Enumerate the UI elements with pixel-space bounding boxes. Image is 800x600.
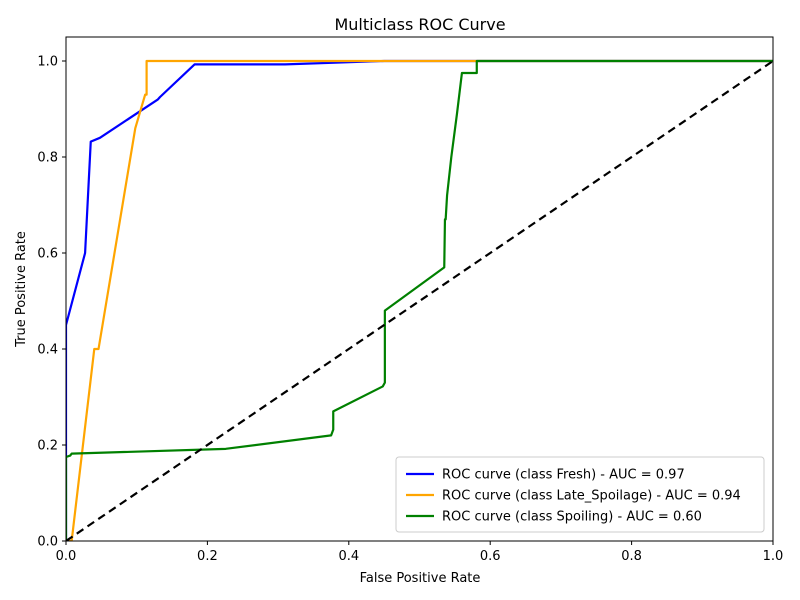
y-tick-label: 0.4 <box>37 343 58 358</box>
plot-frame <box>65 36 774 542</box>
legend-entry-label: ROC curve (class Spoiling) - AUC = 0.60 <box>442 510 702 525</box>
legend-entry-label: ROC curve (class Late_Spoilage) - AUC = … <box>442 489 741 504</box>
axes: 0.0 0.2 0.4 0.6 0.8 1.0 0.0 0.2 0.4 0.6 0.8 1.0 <box>37 36 784 564</box>
x-tick-label: 0.8 <box>621 549 642 564</box>
y-tick-label: 0.6 <box>37 247 58 262</box>
x-tick-label: 0.2 <box>197 549 218 564</box>
roc-line-series-2 <box>66 59 773 541</box>
x-tick-label: 1.0 <box>763 549 784 564</box>
chart-title: Multiclass ROC Curve <box>334 15 505 34</box>
y-tick-label: 0.2 <box>37 439 58 454</box>
y-tick-label: 0.8 <box>37 151 58 166</box>
plot-area <box>66 59 773 541</box>
x-tick-label: 0.6 <box>480 549 501 564</box>
y-tick-label: 1.0 <box>37 55 58 70</box>
y-axis-label: True Positive Rate <box>14 231 29 348</box>
x-tick-label: 0.0 <box>56 549 77 564</box>
x-tick-label: 0.4 <box>338 549 359 564</box>
legend: ROC curve (class Fresh) - AUC = 0.97 ROC … <box>395 456 765 533</box>
legend-entry-label: ROC curve (class Fresh) - AUC = 0.97 <box>442 468 685 483</box>
x-axis-label: False Positive Rate <box>360 571 481 586</box>
roc-line-series-1 <box>66 59 773 541</box>
y-tick-label: 0.0 <box>37 535 58 550</box>
roc-line-series-0 <box>66 59 773 541</box>
legend-box <box>395 456 765 533</box>
